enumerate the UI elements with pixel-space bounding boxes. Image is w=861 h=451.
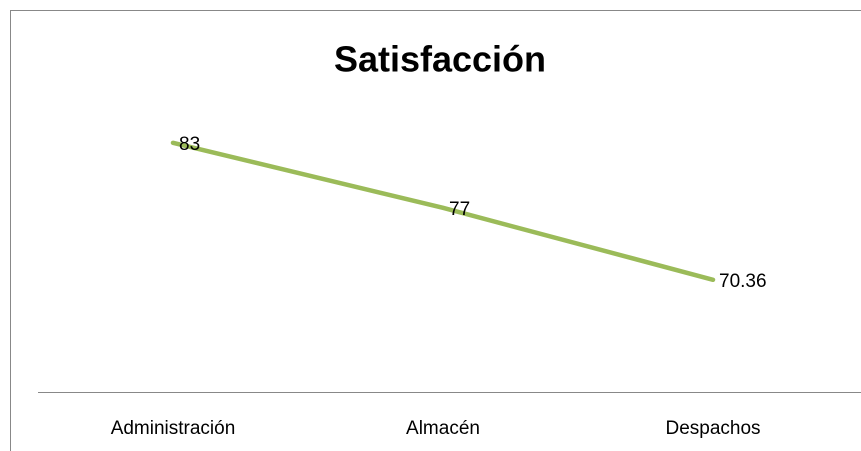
data-label: 77 — [449, 199, 470, 220]
x-tick-label: Administración — [111, 418, 236, 439]
x-tick-label: Despachos — [665, 418, 760, 439]
data-label: 83 — [179, 134, 200, 155]
series-line — [170, 140, 716, 283]
x-tick-label: Almacén — [406, 418, 480, 439]
chart-border — [10, 10, 861, 451]
data-label: 70.36 — [719, 271, 767, 292]
chart-title: Satisfacción — [334, 39, 546, 80]
